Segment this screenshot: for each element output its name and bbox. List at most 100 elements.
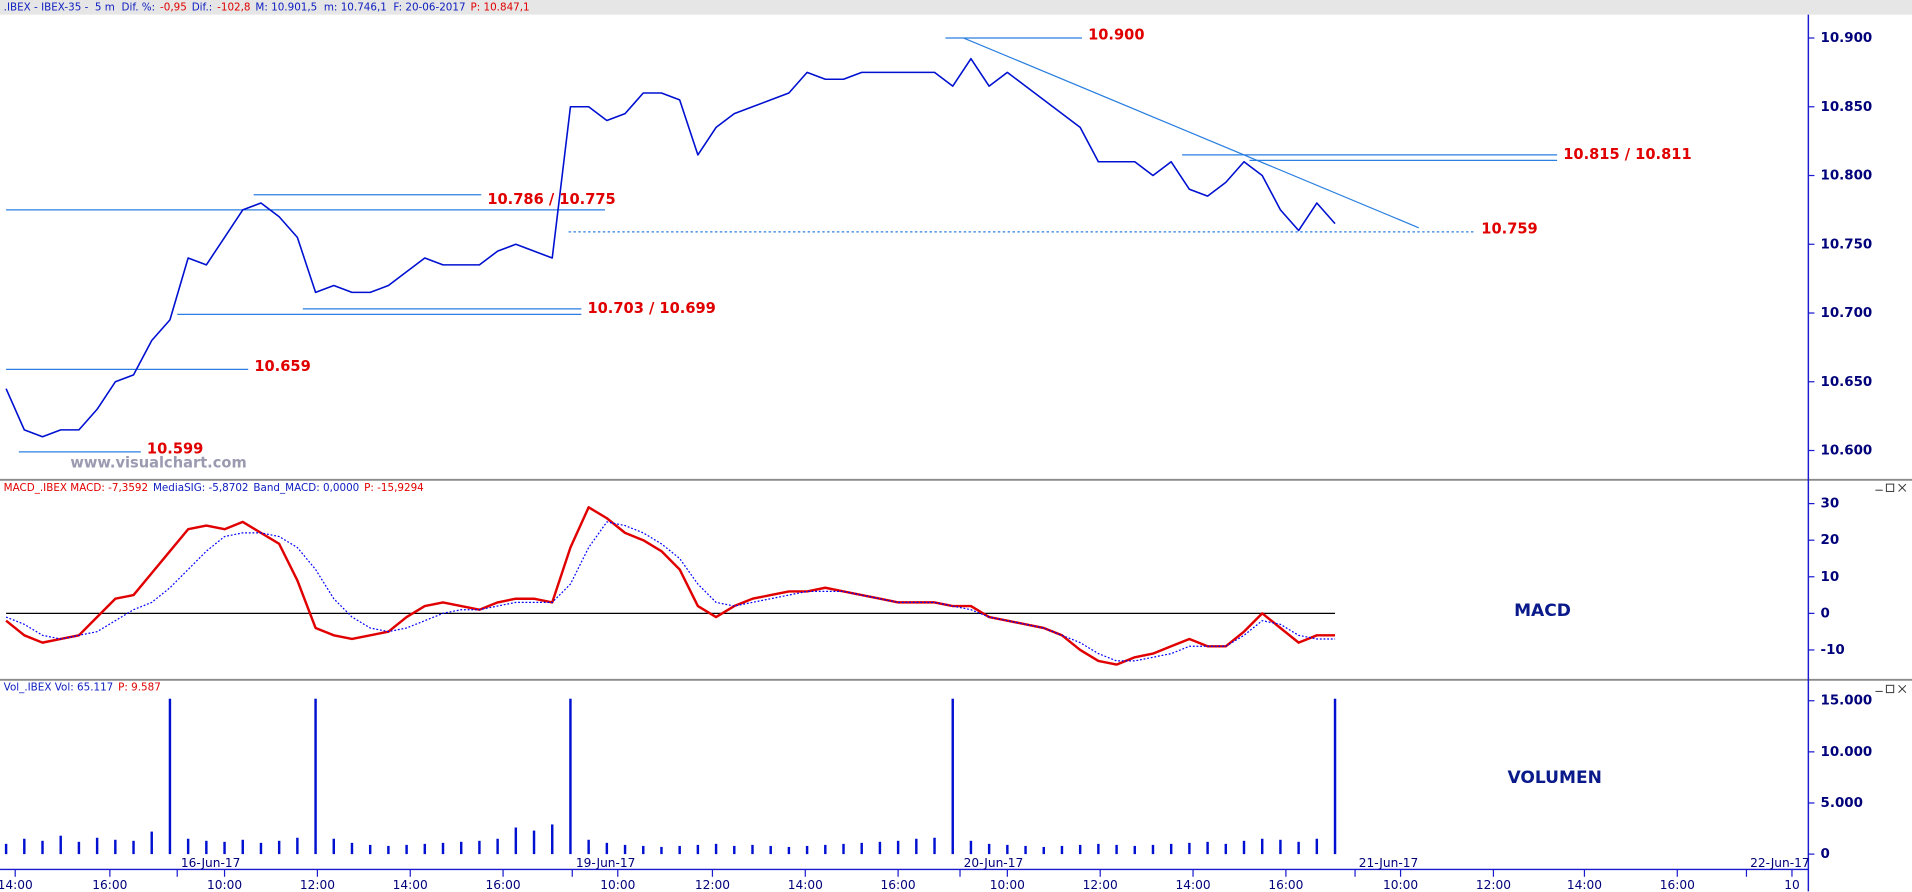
volume-bar [1133,845,1137,855]
header-part: P: 10.847,1 [470,1,529,13]
y-tick-label: -10 [1821,643,1845,658]
data-line [5,506,1336,666]
volume-bar [423,843,427,855]
x-tick-label: 19-Jun-17 [576,856,636,870]
x-tick-label: 21-Jun-17 [1359,856,1419,870]
maximize-icon [1885,483,1895,492]
level-label: 10.786 / 10.775 [487,191,615,208]
x-tick-label: 16-Jun-17 [181,856,241,870]
volume-bar [1315,838,1319,855]
x-tick-label: 16:00 [1660,878,1695,892]
level-label: 10.900 [1088,27,1144,44]
data-line [5,521,1336,662]
volume-bar [878,841,882,855]
volume-bar [23,838,26,855]
volume-bar [241,839,244,855]
watermark: www.visualchart.com [70,454,246,471]
y-tick-label: 0 [1821,606,1830,621]
volume-bar [296,837,299,855]
y-tick-label: 10.650 [1821,375,1873,390]
volume-bar [969,840,973,855]
volume-bar [1097,843,1100,855]
panel: MACD_.IBEX MACD: -7,3592 MediaSIG: -5,870… [4,482,1845,666]
volume-bar [678,845,681,855]
x-tick-label: 12:00 [300,878,335,892]
x-tick-label: 12:00 [1476,878,1511,892]
volume-bar [569,698,572,855]
y-tick-label: 15.000 [1821,694,1873,709]
volume-bar [532,830,536,855]
x-tick-label: 10:00 [990,878,1025,892]
trend-line [963,37,1420,229]
volume-bar [1224,843,1228,855]
volume-bar [1242,840,1246,855]
volume-bar [441,842,445,855]
header-part: Band_MACD: 0,0000 [253,482,359,494]
volume-bar [459,841,463,855]
y-tick-label: 10.900 [1821,31,1873,46]
window-buttons [1875,483,1907,694]
x-tick-label: 12:00 [1083,878,1118,892]
x-tick-label: 14:00 [1175,878,1210,892]
volume-bar [896,840,900,855]
y-tick-label: 10.750 [1821,237,1873,252]
header-part: Dif.: [192,1,213,13]
x-tick-label: 10:00 [600,878,635,892]
volume-bar [987,843,991,855]
y-tick-label: 10.600 [1821,444,1873,459]
volume-bar [714,843,718,855]
data-line [5,57,1336,438]
panel: .IBEX - IBEX-35 - 5 m Dif. %: -0,95 Dif.: -… [4,1,1873,471]
panel: Vol_.IBEX Vol: 65.117 P: 9.587 0 5.000 10.00… [0,682,1872,892]
x-tick-label: 12:00 [695,878,730,892]
x-tick-label: 14:00 [1567,878,1602,892]
volume-bar [1206,841,1209,855]
level-label: 10.815 / 10.811 [1563,146,1691,163]
y-tick-label: 10.850 [1821,100,1873,115]
header-part: -0,95 [160,1,187,13]
volume-bar [660,846,663,855]
x-tick-label: 16:00 [486,878,521,892]
x-tick-label: 14:00 [788,878,823,892]
panel-header: MACD_.IBEX MACD: -7,3592 MediaSIG: -5,870… [4,482,425,494]
volume-bar [551,824,554,855]
y-tick-label: 0 [1821,847,1830,862]
close-icon [1898,483,1907,492]
x-tick-label: 20-Jun-17 [964,856,1024,870]
close-icon [1898,684,1907,693]
y-tick-label: 10.800 [1821,169,1873,184]
volume-bar [150,831,153,855]
y-tick-label: 20 [1821,533,1840,548]
level-label: 10.659 [254,358,310,375]
volume-bar [1297,841,1300,855]
volume-bar [605,842,609,855]
header-part: MACD_.IBEX MACD: -7,3592 [4,482,148,494]
x-tick-label: 10:00 [1383,878,1418,892]
volume-bar [223,841,226,855]
volume-bar [132,840,135,855]
volume-bar [1169,843,1173,855]
level-label: 10.703 / 10.699 [587,300,715,317]
x-tick-label: 14:00 [0,878,33,892]
volume-bar [277,840,281,855]
header-part: MediaSIG: -5,8702 [153,482,249,494]
volume-bar [1078,844,1082,855]
x-tick-label: 16:00 [881,878,916,892]
volume-bar [787,846,791,855]
volume-bar [642,845,645,855]
volume-bar [41,840,44,855]
volume-bar [259,842,263,855]
volume-bar [95,837,99,855]
y-tick-label: 30 [1821,497,1840,512]
volume-bar [514,827,518,855]
volume-bar [405,844,408,855]
volume-bar [368,844,372,855]
volume-bar [1115,844,1118,855]
panel-label: VOLUMEN [1507,768,1601,788]
x-tick-label: 16:00 [1268,878,1303,892]
volume-bar [186,838,190,855]
volume-bar [1333,698,1337,855]
volume-bar [587,839,590,855]
